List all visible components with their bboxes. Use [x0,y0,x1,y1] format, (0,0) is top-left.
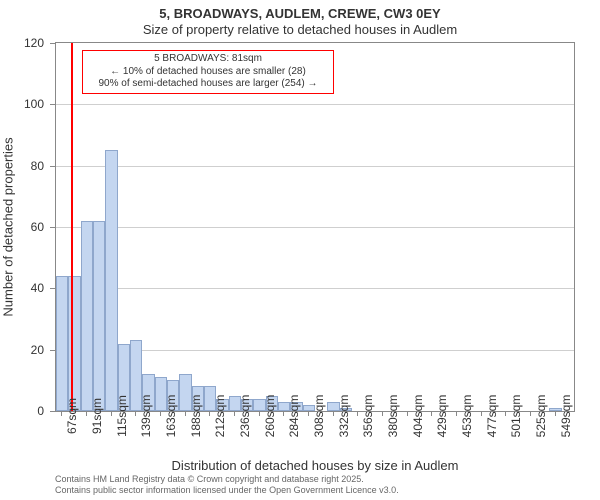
bar [93,221,105,411]
x-tick-mark [382,411,383,416]
x-tick-label: 67sqm [65,398,79,434]
x-tick-mark [555,411,556,416]
plot-area [55,42,575,412]
x-tick-mark [185,411,186,416]
annotation-line-2: ← 10% of detached houses are smaller (28… [87,66,329,79]
x-tick-label: 549sqm [559,395,573,438]
attribution: Contains HM Land Registry data © Crown c… [55,474,399,496]
bar [56,276,68,411]
x-tick-mark [481,411,482,416]
chart-subtitle: Size of property relative to detached ho… [0,22,600,37]
x-tick-label: 212sqm [213,395,227,438]
x-tick-mark [111,411,112,416]
y-tick-label: 40 [31,281,44,295]
x-tick-mark [431,411,432,416]
y-tick-mark [50,104,55,105]
x-tick-mark [86,411,87,416]
x-tick-label: 163sqm [164,395,178,438]
bars-group [56,43,574,411]
x-tick-mark [530,411,531,416]
x-tick-label: 332sqm [337,395,351,438]
x-tick-mark [259,411,260,416]
y-tick-mark [50,350,55,351]
x-tick-label: 404sqm [411,395,425,438]
x-tick-mark [333,411,334,416]
y-tick-label: 120 [24,36,44,50]
y-tick-mark [50,288,55,289]
x-axis-title: Distribution of detached houses by size … [55,458,575,473]
subject-marker-line [71,43,73,411]
y-tick-mark [50,227,55,228]
x-tick-label: 356sqm [361,395,375,438]
x-tick-mark [407,411,408,416]
x-tick-mark [234,411,235,416]
y-tick-label: 60 [31,220,44,234]
x-tick-mark [357,411,358,416]
x-tick-label: 501sqm [509,395,523,438]
bar [105,150,117,411]
x-tick-mark [456,411,457,416]
y-tick-mark [50,166,55,167]
x-tick-label: 429sqm [435,395,449,438]
x-tick-mark [61,411,62,416]
x-tick-mark [135,411,136,416]
y-tick-label: 0 [37,404,44,418]
x-axis: 67sqm91sqm115sqm139sqm163sqm188sqm212sqm… [55,412,575,457]
x-tick-mark [160,411,161,416]
y-axis: 020406080100120 [0,42,50,412]
x-tick-label: 260sqm [263,395,277,438]
y-tick-label: 100 [24,97,44,111]
x-tick-label: 308sqm [312,395,326,438]
x-tick-mark [505,411,506,416]
x-tick-label: 453sqm [460,395,474,438]
x-tick-mark [209,411,210,416]
x-tick-label: 236sqm [238,395,252,438]
chart-container: 5, BROADWAYS, AUDLEM, CREWE, CW3 0EY Siz… [0,0,600,500]
annotation-line-1: 5 BROADWAYS: 81sqm [87,53,329,66]
chart-title: 5, BROADWAYS, AUDLEM, CREWE, CW3 0EY [0,6,600,21]
x-tick-label: 380sqm [386,395,400,438]
attribution-line-2: Contains public sector information licen… [55,485,399,496]
x-tick-label: 188sqm [189,395,203,438]
x-tick-label: 115sqm [115,395,129,437]
y-tick-label: 80 [31,159,44,173]
x-tick-label: 284sqm [287,395,301,438]
x-tick-label: 139sqm [139,395,153,438]
attribution-line-1: Contains HM Land Registry data © Crown c… [55,474,399,485]
y-tick-mark [50,43,55,44]
x-tick-label: 525sqm [534,395,548,438]
y-tick-label: 20 [31,343,44,357]
annotation-box: 5 BROADWAYS: 81sqm ← 10% of detached hou… [82,50,334,94]
x-tick-mark [283,411,284,416]
x-tick-label: 91sqm [90,398,104,434]
x-tick-label: 477sqm [485,395,499,438]
annotation-line-3: 90% of semi-detached houses are larger (… [87,78,329,91]
bar [81,221,93,411]
x-tick-mark [308,411,309,416]
